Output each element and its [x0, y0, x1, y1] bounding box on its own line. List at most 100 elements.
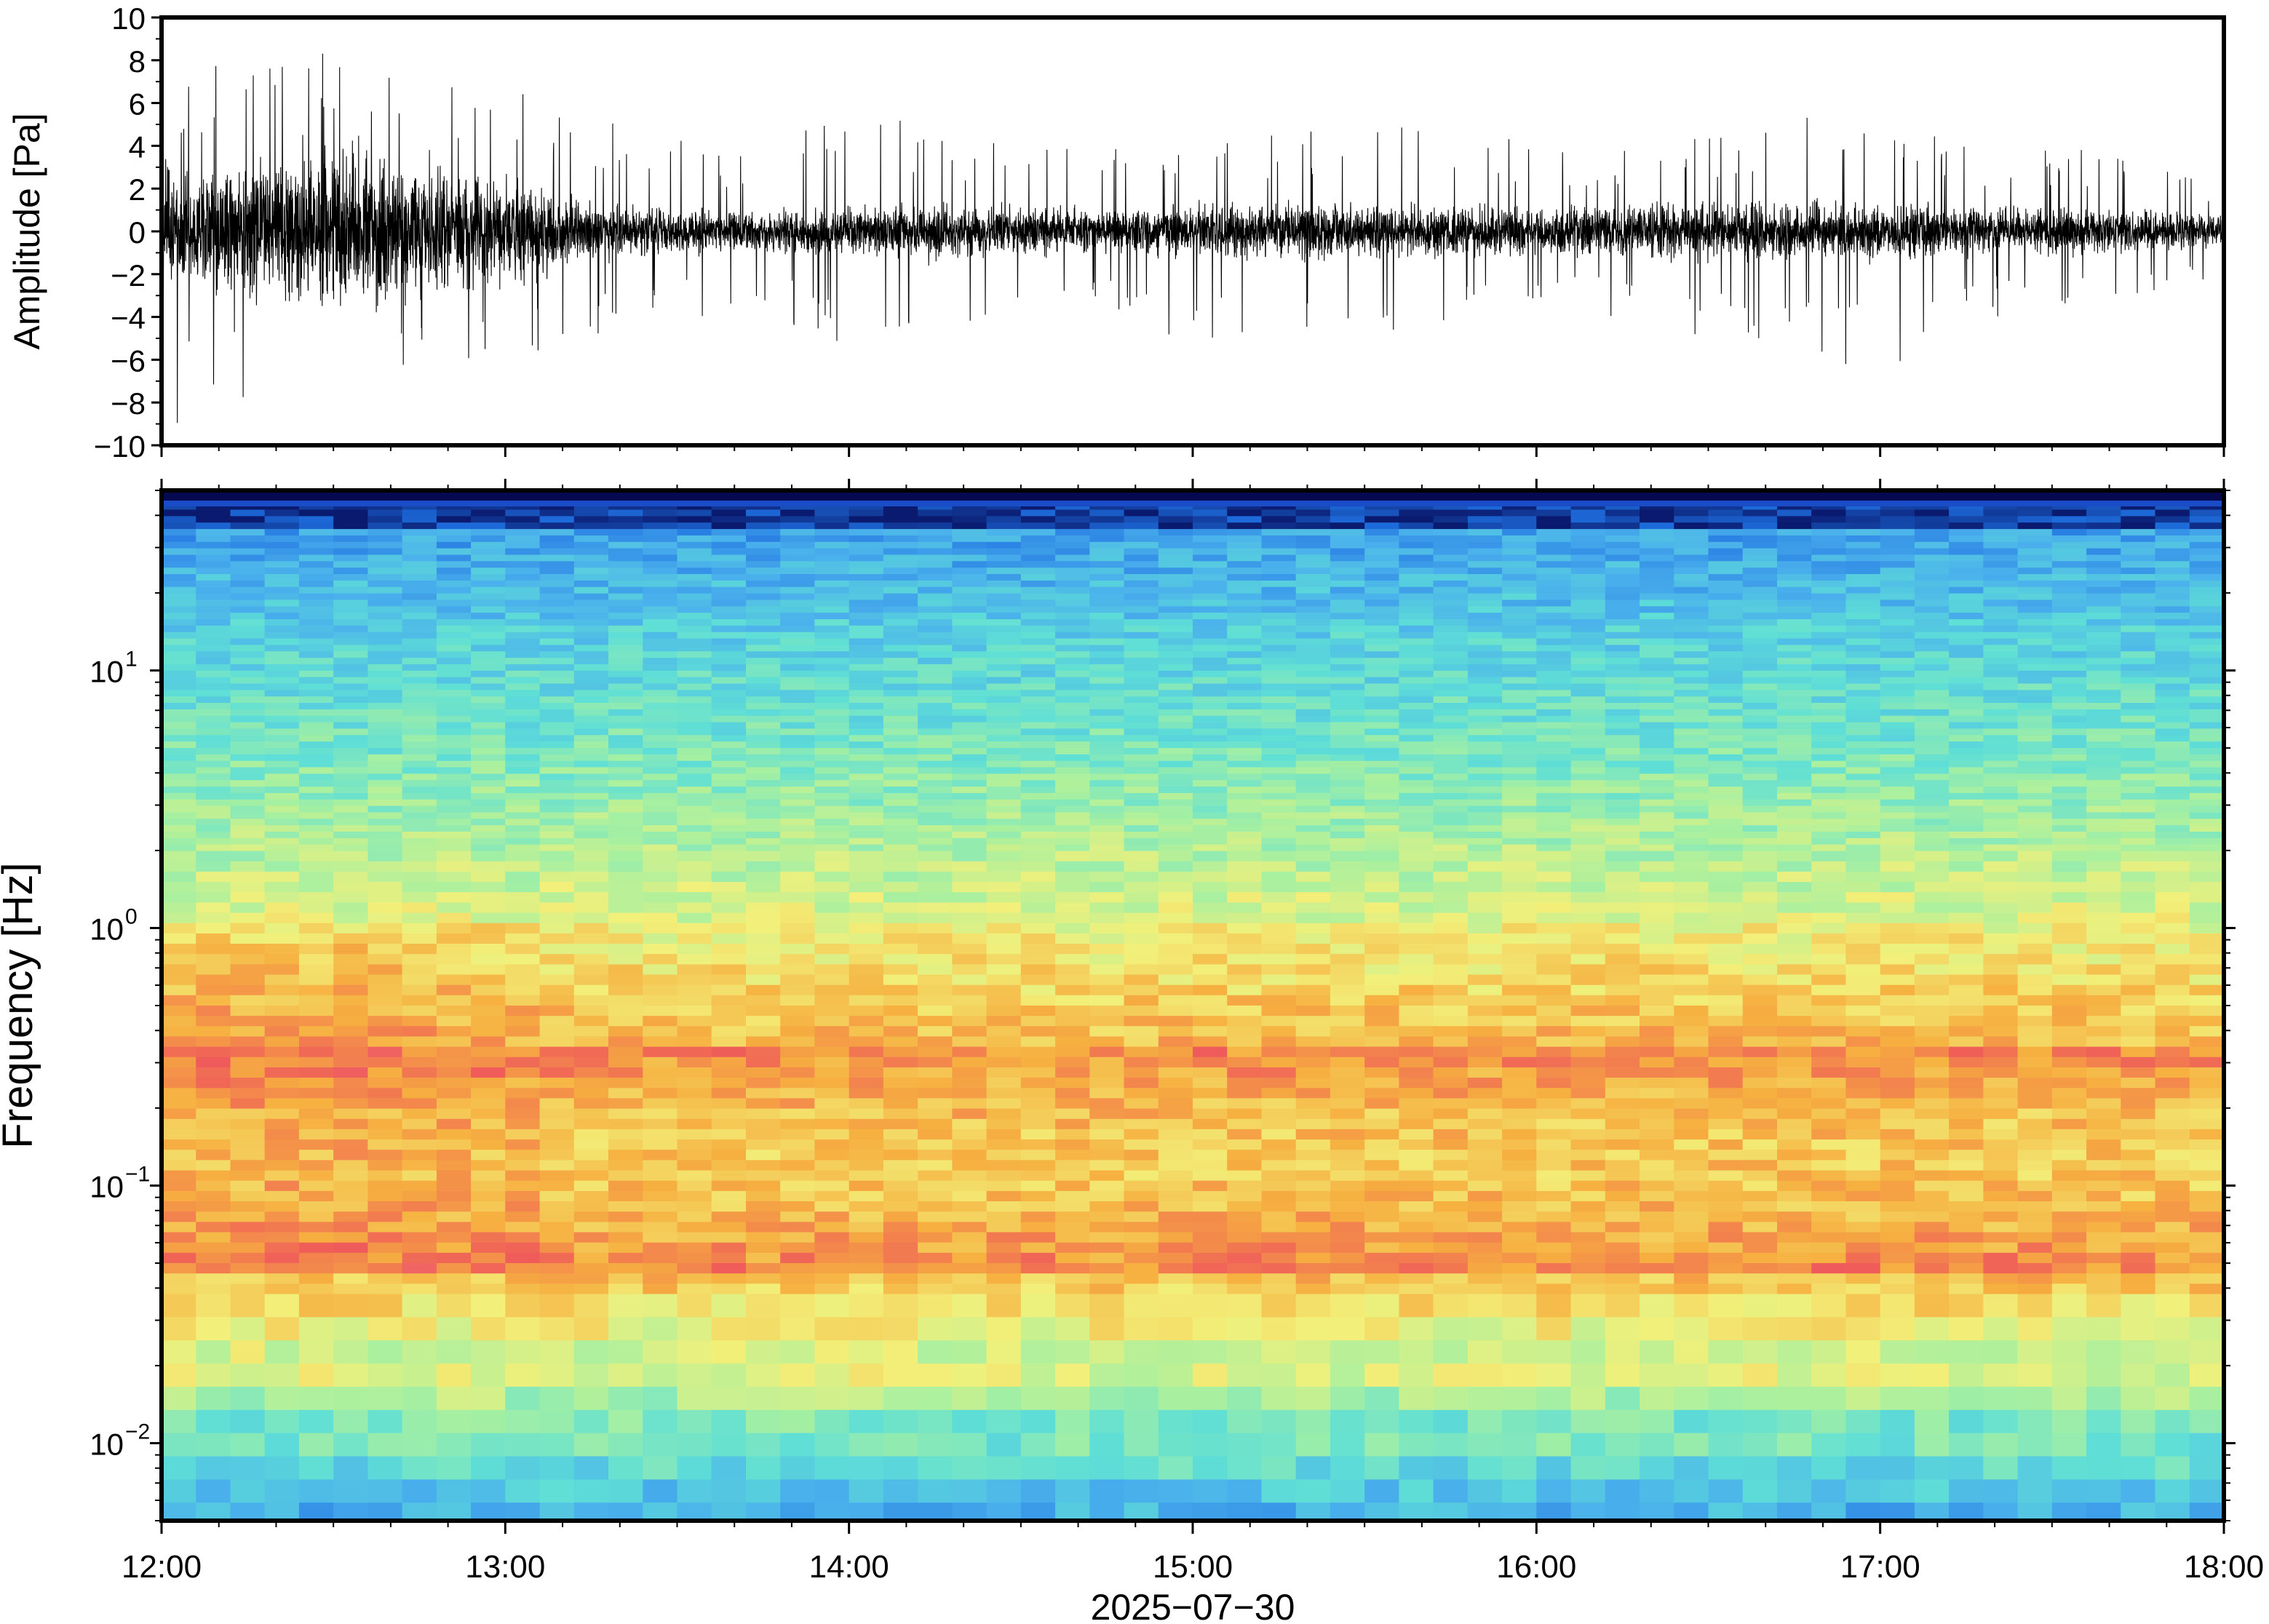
spectrogram-cell — [746, 1263, 781, 1274]
spectrogram-cell — [298, 748, 334, 755]
spectrogram-cell — [1261, 1273, 1297, 1285]
spectrogram-cell — [1330, 995, 1365, 1006]
amplitude-tick-label: 4 — [129, 130, 146, 164]
spectrogram-cell — [1708, 503, 1744, 511]
spectrogram-cell — [780, 522, 816, 530]
spectrogram-cell — [1467, 923, 1503, 934]
spectrogram-cell — [505, 1139, 541, 1151]
spectrogram-cell — [162, 933, 196, 944]
spectrogram-cell — [264, 792, 300, 800]
spectrogram-cell — [918, 933, 953, 944]
spectrogram-cell — [1055, 1479, 1091, 1504]
spectrogram-cell — [1605, 1386, 1640, 1411]
spectrogram-cell — [1193, 593, 1228, 601]
spectrogram-cell — [162, 638, 196, 646]
spectrogram-cell — [264, 632, 300, 640]
spectrogram-cell — [162, 1201, 196, 1212]
spectrogram-cell — [746, 1433, 781, 1457]
spectrogram-cell — [367, 728, 403, 736]
spectrogram-cell — [746, 1016, 781, 1027]
spectrogram-cell — [1330, 1016, 1365, 1027]
spectrogram-cell — [573, 837, 609, 845]
spectrogram-cell — [1605, 728, 1640, 736]
spectrogram-cell — [1330, 912, 1365, 924]
spectrogram-cell — [1261, 851, 1297, 862]
spectrogram-cell — [677, 861, 712, 872]
spectrogram-cell — [1674, 1108, 1709, 1120]
spectrogram-cell — [711, 1170, 747, 1182]
spectrogram-cell — [1399, 1502, 1434, 1521]
spectrogram-cell — [986, 1016, 1022, 1027]
spectrogram-cell — [814, 561, 850, 568]
spectrogram-cell — [1020, 1016, 1056, 1027]
spectrogram-cell — [1364, 1340, 1400, 1364]
spectrogram-cell — [814, 645, 850, 653]
spectrogram-cell — [986, 619, 1022, 626]
spectrogram-cell — [643, 1026, 678, 1038]
spectrogram-cell — [986, 1364, 1022, 1388]
spectrogram-cell — [436, 606, 472, 613]
spectrogram-cell — [471, 1056, 506, 1068]
spectrogram-cell — [367, 819, 403, 826]
spectrogram-cell — [539, 696, 575, 704]
spectrogram-cell — [471, 812, 506, 820]
spectrogram-cell — [1536, 516, 1572, 524]
spectrogram-cell — [230, 1456, 266, 1481]
spectrogram-cell — [1261, 677, 1297, 685]
spectrogram-cell — [402, 1283, 437, 1295]
spectrogram-cell — [1261, 1088, 1297, 1099]
spectrogram-cell — [643, 522, 678, 530]
spectrogram-cell — [264, 1098, 300, 1110]
spectrogram-cell — [1227, 574, 1263, 581]
spectrogram-cell — [1020, 696, 1056, 704]
spectrogram-cell — [402, 535, 437, 543]
spectrogram-cell — [505, 851, 541, 862]
spectrogram-cell — [643, 664, 678, 672]
spectrogram-cell — [196, 1222, 231, 1233]
spectrogram-cell — [918, 606, 953, 613]
spectrogram-cell — [1227, 1364, 1263, 1388]
spectrogram-cell — [1640, 1317, 1674, 1341]
spectrogram-cell — [1502, 812, 1538, 820]
spectrogram-cell — [1261, 1283, 1297, 1295]
spectrogram-cell — [539, 651, 575, 658]
spectrogram-cell — [367, 516, 403, 524]
spectrogram-cell — [471, 954, 506, 966]
spectrogram-cell — [814, 613, 850, 620]
spectrogram-cell — [1124, 593, 1159, 601]
spectrogram-cell — [952, 709, 988, 717]
spectrogram-cell — [402, 1294, 437, 1318]
spectrogram-cell — [402, 651, 437, 658]
spectrogram-cell — [918, 568, 953, 575]
spectrogram-cell — [1020, 1294, 1056, 1318]
spectrogram-cell — [402, 805, 437, 813]
spectrogram-cell — [1674, 690, 1709, 697]
spectrogram-cell — [471, 1340, 506, 1364]
spectrogram-cell — [539, 613, 575, 620]
spectrogram-cell — [333, 954, 369, 966]
spectrogram-cell — [1502, 548, 1538, 556]
spectrogram-cell — [1640, 535, 1674, 543]
spectrogram-cell — [196, 1386, 231, 1411]
spectrogram-cell — [918, 1088, 953, 1099]
spectrogram-cell — [162, 792, 196, 800]
spectrogram-cell — [230, 1088, 266, 1099]
spectrogram-cell — [849, 670, 884, 678]
spectrogram-cell — [918, 995, 953, 1006]
spectrogram-cell — [230, 1294, 266, 1318]
spectrogram-cell — [1227, 625, 1263, 633]
spectrogram-cell — [505, 912, 541, 924]
spectrogram-cell — [196, 580, 231, 588]
spectrogram-cell — [1330, 1294, 1365, 1318]
spectrogram-cell — [1193, 722, 1228, 730]
spectrogram-cell — [1536, 683, 1572, 691]
spectrogram-cell — [1261, 1252, 1297, 1264]
spectrogram-cell — [1330, 715, 1365, 723]
spectrogram-cell — [1261, 632, 1297, 640]
spectrogram-cell — [1433, 715, 1469, 723]
spectrogram-cell — [1364, 561, 1400, 568]
spectrogram-cell — [1674, 1479, 1709, 1504]
spectrogram-cell — [780, 1078, 816, 1089]
spectrogram-cell — [1502, 593, 1538, 601]
spectrogram-cell — [918, 1180, 953, 1192]
